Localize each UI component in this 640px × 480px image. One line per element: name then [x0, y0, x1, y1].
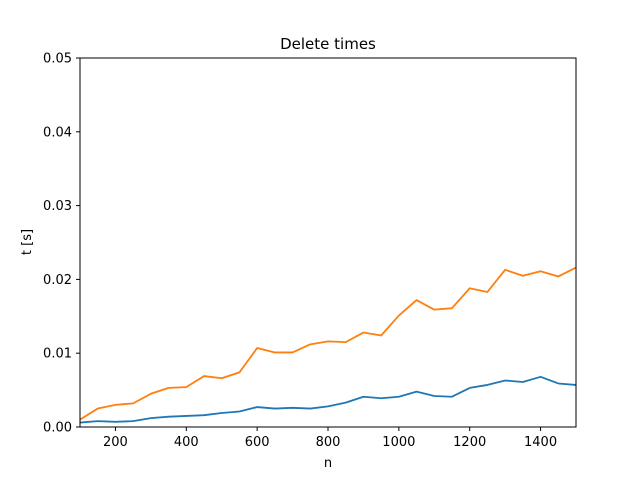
series-line-2	[79, 266, 577, 421]
y-tick-label: 0.03	[43, 199, 72, 214]
y-tick-label: 0.00	[43, 421, 72, 436]
series-line-1	[79, 375, 577, 424]
chart-title: Delete times	[280, 35, 376, 53]
x-tick-label: 1000	[382, 435, 415, 450]
x-tick-label: 400	[174, 435, 199, 450]
y-tick-label: 0.02	[43, 273, 72, 288]
series-layer	[79, 266, 577, 424]
y-tick-label: 0.01	[43, 347, 72, 362]
y-axis-ticks: 0.00 0.01 0.02 0.03 0.04 0.05	[43, 52, 80, 436]
x-axis-label: n	[324, 456, 332, 471]
x-axis-ticks: 200 400 600 800 1000 1200 1400	[103, 427, 557, 450]
plot-area	[80, 58, 576, 427]
y-axis-label: t [s]	[20, 229, 35, 255]
x-tick-label: 1200	[453, 435, 486, 450]
y-tick-label: 0.05	[43, 52, 72, 67]
x-tick-label: 200	[103, 435, 128, 450]
x-tick-label: 1400	[524, 435, 557, 450]
x-tick-label: 800	[316, 435, 341, 450]
x-tick-label: 600	[245, 435, 270, 450]
y-tick-label: 0.04	[43, 125, 72, 140]
